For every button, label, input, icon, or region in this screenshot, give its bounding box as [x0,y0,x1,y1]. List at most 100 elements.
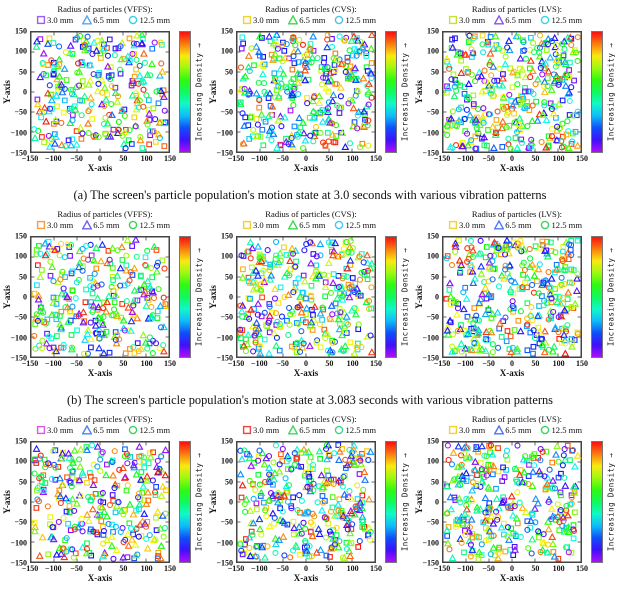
legend-item: 6.5 mm [82,425,119,435]
x-tick-label: 0 [304,564,308,573]
x-tick-label: 150 [370,154,382,163]
legend-item: 3.0 mm [36,425,73,435]
x-tick-label: −150 [227,564,245,573]
y-tick-label: 50 [225,67,233,77]
colorbar [385,31,397,153]
legend-item: 3.0 mm [36,220,73,230]
y-tick-label: 150 [427,436,439,446]
y-tick-label: −100 [216,333,233,343]
legend-item-label: 6.5 mm [505,15,532,25]
x-tick-label: −100 [457,154,474,163]
y-tick-label: 150 [15,26,27,36]
y-tick-label: −100 [10,538,27,548]
scatter-markers [236,31,376,152]
legend-marker-square-icon [242,425,252,435]
colorbar-label: Increasing Density → [194,247,204,347]
legend-item-label: 6.5 mm [505,425,532,435]
legend-marker-circle-icon [335,425,344,435]
x-tick-label: −50 [482,564,495,573]
x-tick-label: −150 [227,154,245,163]
legend-title: Radius of particles (CVS): [265,4,357,14]
legend-item-label: 12.5 mm [345,15,377,25]
x-axis-label: X-axis [293,573,319,583]
legend-marker-square-icon [36,425,46,435]
y-tick-label: 50 [19,67,27,77]
x-tick-label: 100 [346,154,359,163]
y-tick-label: −150 [422,353,439,363]
x-tick-label: 150 [370,359,382,368]
y-tick-label: −150 [422,558,439,568]
x-tick-label: −150 [21,154,39,163]
y-tick-label: −100 [10,333,27,343]
y-tick-label: −100 [10,128,27,138]
x-tick-label: −50 [70,359,83,368]
legend-marker-square-icon [242,220,252,230]
scatter-panel: Radius of particles (VFFS): 3.0 mm 6.5 mm 1… [0,413,206,593]
x-tick-label: −150 [433,154,451,163]
x-tick-label: 50 [531,564,540,573]
x-tick-label: 50 [119,564,128,573]
panel-row-2: Radius of particles (VFFS): 3.0 mm 6.5 mm 1… [0,208,620,388]
y-tick-label: −100 [422,333,439,343]
legend-marker-square-icon [448,425,458,435]
x-tick-label: −50 [482,359,495,368]
scatter-plot [30,31,170,153]
y-tick-label: −150 [10,558,27,568]
colorbar [179,441,191,563]
x-tick-label: 100 [552,359,565,368]
y-tick-label: −150 [216,148,233,158]
y-tick-label: −150 [10,353,27,363]
y-tick-label: 100 [15,251,27,261]
x-tick-label: 100 [140,564,153,573]
scatter-panel: Radius of particles (VFFS): 3.0 mm 6.5 mm 1… [0,3,206,183]
colorbar [591,31,603,153]
legend-item: 3.0 mm [242,425,279,435]
scatter-panel: Radius of particles (LVS): 3.0 mm 6.5 mm 12… [412,208,620,388]
legend-marker-square-icon [448,220,458,230]
legend-item: 6.5 mm [494,15,531,25]
y-tick-label: 50 [431,477,439,487]
scatter-markers [443,32,582,152]
legend-item: 12.5 mm [334,425,376,435]
scatter-plot [30,441,170,563]
y-tick-label: 100 [221,456,233,466]
legend: 3.0 mm 6.5 mm 12.5 mm [0,220,206,230]
x-tick-label: −100 [251,359,268,368]
scatter-plot [442,31,582,153]
y-tick-label: 150 [427,231,439,241]
y-tick-label: −100 [422,538,439,548]
legend: 3.0 mm 6.5 mm 12.5 mm [0,15,206,25]
legend-item: 3.0 mm [242,15,279,25]
y-tick-label: −50 [426,517,439,527]
legend-marker-triangle-icon [494,15,505,25]
legend-item: 12.5 mm [540,15,582,25]
x-axis-label: X-axis [293,163,319,173]
y-tick-label: 0 [435,497,439,507]
x-tick-label: −150 [227,359,245,368]
tick-marks [30,31,170,153]
x-tick-label: −50 [276,154,289,163]
x-tick-label: 150 [164,359,176,368]
scatter-plot [30,236,170,358]
legend-item: 3.0 mm [448,220,485,230]
x-tick-label: −50 [70,154,83,163]
y-tick-label: 50 [225,272,233,282]
legend-item-label: 6.5 mm [93,15,120,25]
colorbar-label: Increasing Density → [194,42,204,142]
legend-marker-triangle-icon [82,15,93,25]
x-tick-label: 150 [576,154,588,163]
x-tick-label: 50 [531,359,540,368]
tick-marks [236,236,376,358]
x-tick-label: 0 [98,154,102,163]
x-tick-label: 100 [552,564,565,573]
y-tick-label: −50 [14,107,27,117]
x-axis-label: X-axis [87,368,113,378]
legend-marker-square-icon [36,220,46,230]
legend-item-label: 3.0 mm [46,220,74,230]
legend: 3.0 mm 6.5 mm 12.5 mm [206,15,412,25]
y-tick-label: 0 [435,87,439,97]
legend-item-label: 6.5 mm [299,15,326,25]
legend-title: Radius of particles (VFFS): [57,414,153,424]
y-tick-label: −50 [14,312,27,322]
y-tick-label: −50 [220,312,233,322]
